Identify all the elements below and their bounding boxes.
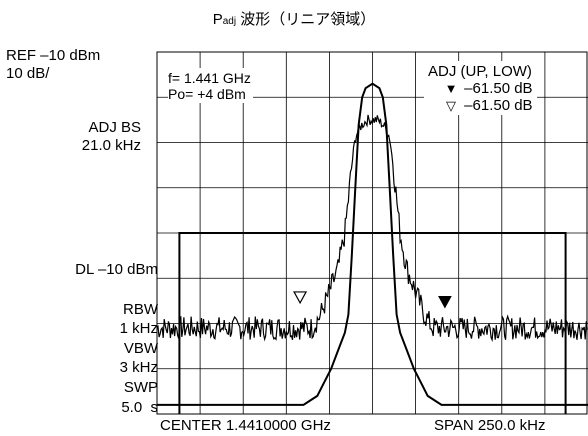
plot-traces [156,82,588,414]
adj-up-row: ▼ –61.50 dB [428,80,533,97]
filled-triangle-icon: ▼ [444,81,458,96]
chart-title: Padj 波形（リニア領域） [0,8,588,29]
adj-bs-value: 21.0 kHz [81,137,141,154]
measured-trace-line [156,114,588,343]
swp-label: SWP [123,379,158,396]
plot-markers [293,291,452,309]
center-frequency-label: CENTER 1.4410000 GHz [160,417,331,434]
adj-readout: ADJ (UP, LOW) ▼ –61.50 dB ▽ –61.50 dB [424,61,537,115]
adj-bs-label: ADJ BS [88,119,141,136]
marker-readout: f= 1.441 GHz Po= +4 dBm [168,68,253,103]
adj-low-row: ▽ –61.50 dB [428,97,533,114]
rbw-label: RBW [123,301,158,318]
adj-up-value: –61.50 dB [464,80,533,97]
span-label: SPAN 250.0 kHz [434,417,546,434]
adj-header: ADJ (UP, LOW) [428,63,532,80]
rbw-value: 1 kHz [119,320,158,337]
smooth-trace-line [157,82,588,406]
swp-value: 5.0 s [121,399,158,416]
ref-level-label: REF –10 dBm [6,47,101,64]
adj-low-value: –61.50 dB [464,97,533,114]
vbw-value: 3 kHz [119,359,158,376]
adj-up-marker [438,295,452,309]
vbw-label: VBW [123,340,158,357]
marker-power: Po= +4 dBm [168,86,246,102]
dl-level-label: DL –10 dBm [75,261,158,278]
scale-label: 10 dB/ [6,65,50,82]
marker-frequency: f= 1.441 GHz [168,70,251,86]
title-rest: 波形（リニア領域） [236,11,376,28]
adj-low-marker [293,291,308,305]
open-triangle-icon: ▽ [446,98,456,113]
title-main: P [212,11,223,28]
title-sub: adj [222,16,237,27]
